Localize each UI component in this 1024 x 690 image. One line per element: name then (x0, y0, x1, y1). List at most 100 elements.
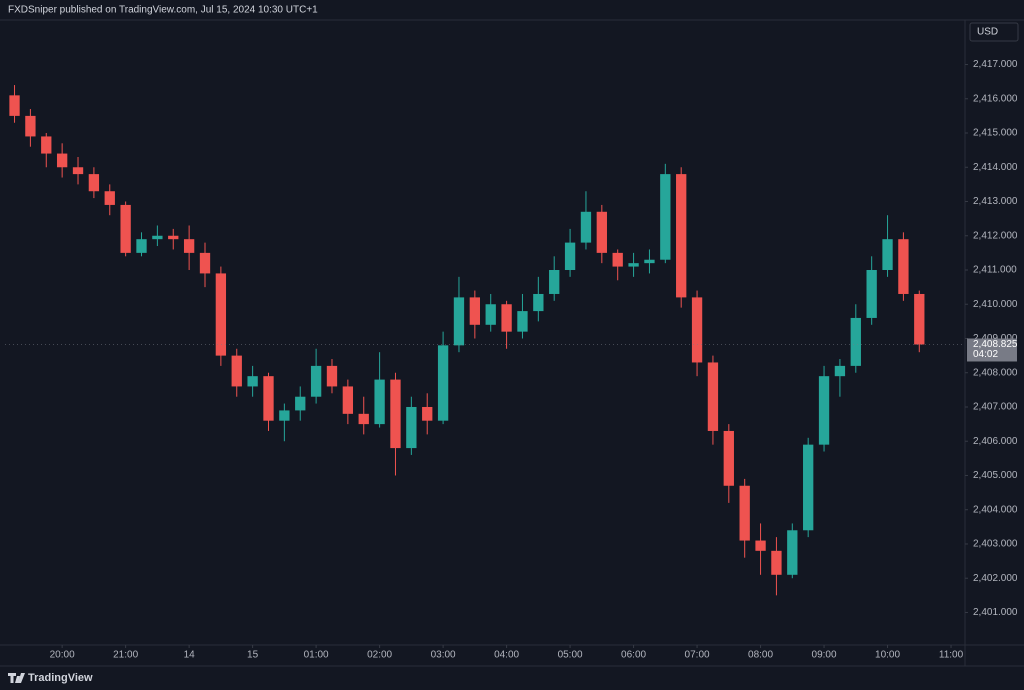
x-tick-label: 01:00 (304, 650, 329, 661)
y-tick-label: 2,410.000 (973, 299, 1018, 310)
candle-body (834, 365, 846, 377)
tradingview-logo (8, 673, 25, 683)
last-price-label: 2,408.825 (973, 339, 1018, 350)
candle-body (501, 304, 512, 332)
candle-body (771, 550, 782, 575)
footer-brand: TradingView (28, 672, 93, 684)
candle-body (437, 345, 449, 421)
candle-body (882, 239, 893, 270)
y-tick-label: 2,412.000 (973, 230, 1018, 241)
candle-body (263, 376, 274, 421)
x-tick-label: 10:00 (875, 650, 900, 661)
x-tick-label: 06:00 (621, 650, 646, 661)
candle-body (549, 270, 560, 294)
countdown-label: 04:02 (973, 349, 998, 360)
x-tick-label: 20:00 (50, 650, 75, 661)
candle-body (564, 242, 576, 270)
candle-body (183, 239, 195, 253)
candle-body (914, 293, 925, 345)
candle-body (342, 386, 354, 414)
candle-body (707, 362, 719, 431)
candle-body (88, 174, 100, 192)
candle-body (866, 270, 877, 318)
candle-body (691, 297, 703, 363)
candle-body (406, 406, 417, 449)
y-tick-label: 2,402.000 (973, 573, 1018, 584)
x-tick-label: 03:00 (431, 650, 456, 661)
y-tick-label: 2,404.000 (973, 504, 1018, 515)
candle-body (215, 273, 227, 356)
candle-body (120, 204, 131, 253)
candle-body (533, 293, 544, 312)
candle-body (469, 297, 480, 325)
candle-body (295, 396, 306, 411)
candle-body (628, 263, 639, 267)
x-tick-label: 11:00 (939, 650, 964, 661)
y-tick-label: 2,415.000 (973, 128, 1018, 139)
y-tick-label: 2,403.000 (973, 539, 1018, 550)
candle-body (660, 174, 671, 260)
x-tick-label: 02:00 (367, 650, 392, 661)
x-tick-label: 15 (247, 650, 259, 661)
candle-body (374, 379, 385, 425)
candle-body (517, 311, 528, 332)
y-tick-label: 2,411.000 (973, 265, 1017, 276)
candle-body (358, 413, 369, 425)
candle-body (803, 444, 814, 531)
candle-body (152, 235, 163, 240)
candle-body (72, 167, 84, 175)
candle-body (580, 211, 592, 243)
candle-body (310, 365, 322, 397)
y-tick-label: 2,417.000 (973, 59, 1018, 70)
x-tick-label: 14 (184, 650, 196, 661)
last-price-box (967, 338, 1017, 362)
candle-body (390, 379, 401, 449)
candle-body (279, 410, 290, 421)
y-tick-label: 2,408.000 (973, 367, 1018, 378)
candle-body (818, 376, 830, 445)
candle-body (422, 406, 433, 421)
x-tick-label: 21:00 (113, 650, 138, 661)
candle-body (850, 317, 861, 366)
x-tick-label: 05:00 (558, 650, 583, 661)
candle-body (104, 191, 115, 205)
currency-label: USD (977, 27, 998, 38)
y-tick-label: 2,401.000 (973, 607, 1018, 618)
y-tick-label: 2,416.000 (973, 93, 1018, 104)
y-tick-label: 2,405.000 (973, 470, 1018, 481)
candle-body (755, 540, 766, 551)
candle-body (247, 376, 258, 387)
candle-body (231, 355, 242, 387)
candle-body (326, 365, 338, 387)
candle-body (787, 530, 798, 575)
candle-body (644, 259, 655, 264)
candle-body (9, 95, 20, 116)
y-tick-label: 2,406.000 (973, 436, 1018, 447)
y-tick-label: 2,414.000 (973, 162, 1018, 173)
candle-body (453, 297, 465, 346)
y-tick-label: 2,407.000 (973, 402, 1018, 413)
candle-body (612, 252, 623, 267)
y-tick-label: 2,413.000 (973, 196, 1018, 207)
candle-body (136, 239, 147, 253)
candle-body (485, 304, 496, 325)
candle-body (898, 239, 909, 294)
candle-body (168, 235, 179, 240)
x-tick-label: 07:00 (685, 650, 710, 661)
candle-body (56, 153, 68, 168)
publisher-info: FXDSniper published on TradingView.com, … (8, 5, 318, 16)
candle-body (676, 174, 687, 298)
candle-body (596, 211, 607, 253)
candle-body (41, 136, 52, 154)
candle-body (199, 252, 211, 274)
x-tick-label: 09:00 (812, 650, 837, 661)
candle-body (25, 115, 36, 137)
candle-body (739, 485, 750, 541)
candle-body (723, 430, 734, 486)
x-tick-label: 08:00 (748, 650, 773, 661)
x-tick-label: 04:00 (494, 650, 519, 661)
currency-button[interactable] (969, 22, 1019, 42)
